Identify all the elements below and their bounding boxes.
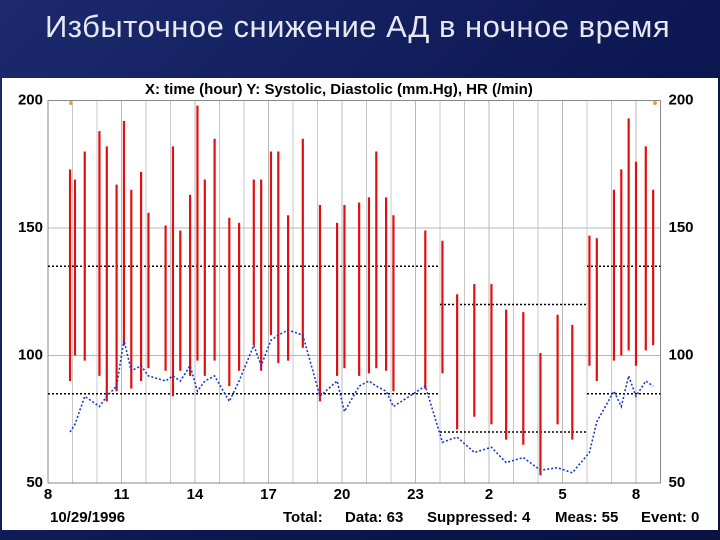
x-tick-label: 8	[44, 486, 52, 503]
y-tick-label: 150	[18, 219, 43, 236]
chart-header: X: time (hour) Y: Systolic, Diastolic (m…	[145, 81, 533, 98]
y2-tick-label: 200	[669, 91, 694, 108]
x-tick-label: 23	[407, 486, 424, 503]
y-tick-label: 50	[26, 474, 43, 491]
x-tick-label: 20	[334, 486, 351, 503]
y2-tick-label: 150	[669, 219, 694, 236]
footer-label: Event: 0	[641, 509, 699, 526]
x-tick-label: 8	[632, 486, 640, 503]
marker	[653, 101, 657, 105]
y-tick-label: 100	[18, 346, 43, 363]
slide-title: Избыточное снижение АД в ночное время	[45, 9, 671, 44]
plot-border	[47, 100, 661, 484]
y2-tick-label: 100	[669, 346, 694, 363]
x-tick-label: 2	[485, 486, 493, 503]
hr-line	[69, 329, 654, 474]
x-tick-label: 5	[558, 486, 566, 503]
x-tick-label: 11	[114, 486, 130, 503]
date-label: 10/29/1996	[50, 509, 125, 526]
y2-tick-label: 50	[669, 474, 686, 491]
y-tick-label: 200	[18, 91, 43, 108]
footer-label: Meas: 55	[555, 509, 618, 526]
x-tick-label: 17	[260, 486, 277, 503]
x-tick-label: 14	[187, 486, 204, 503]
footer-label: Suppressed: 4	[427, 509, 531, 526]
footer-label: Total:	[283, 509, 323, 526]
footer-label: Data: 63	[345, 509, 403, 526]
